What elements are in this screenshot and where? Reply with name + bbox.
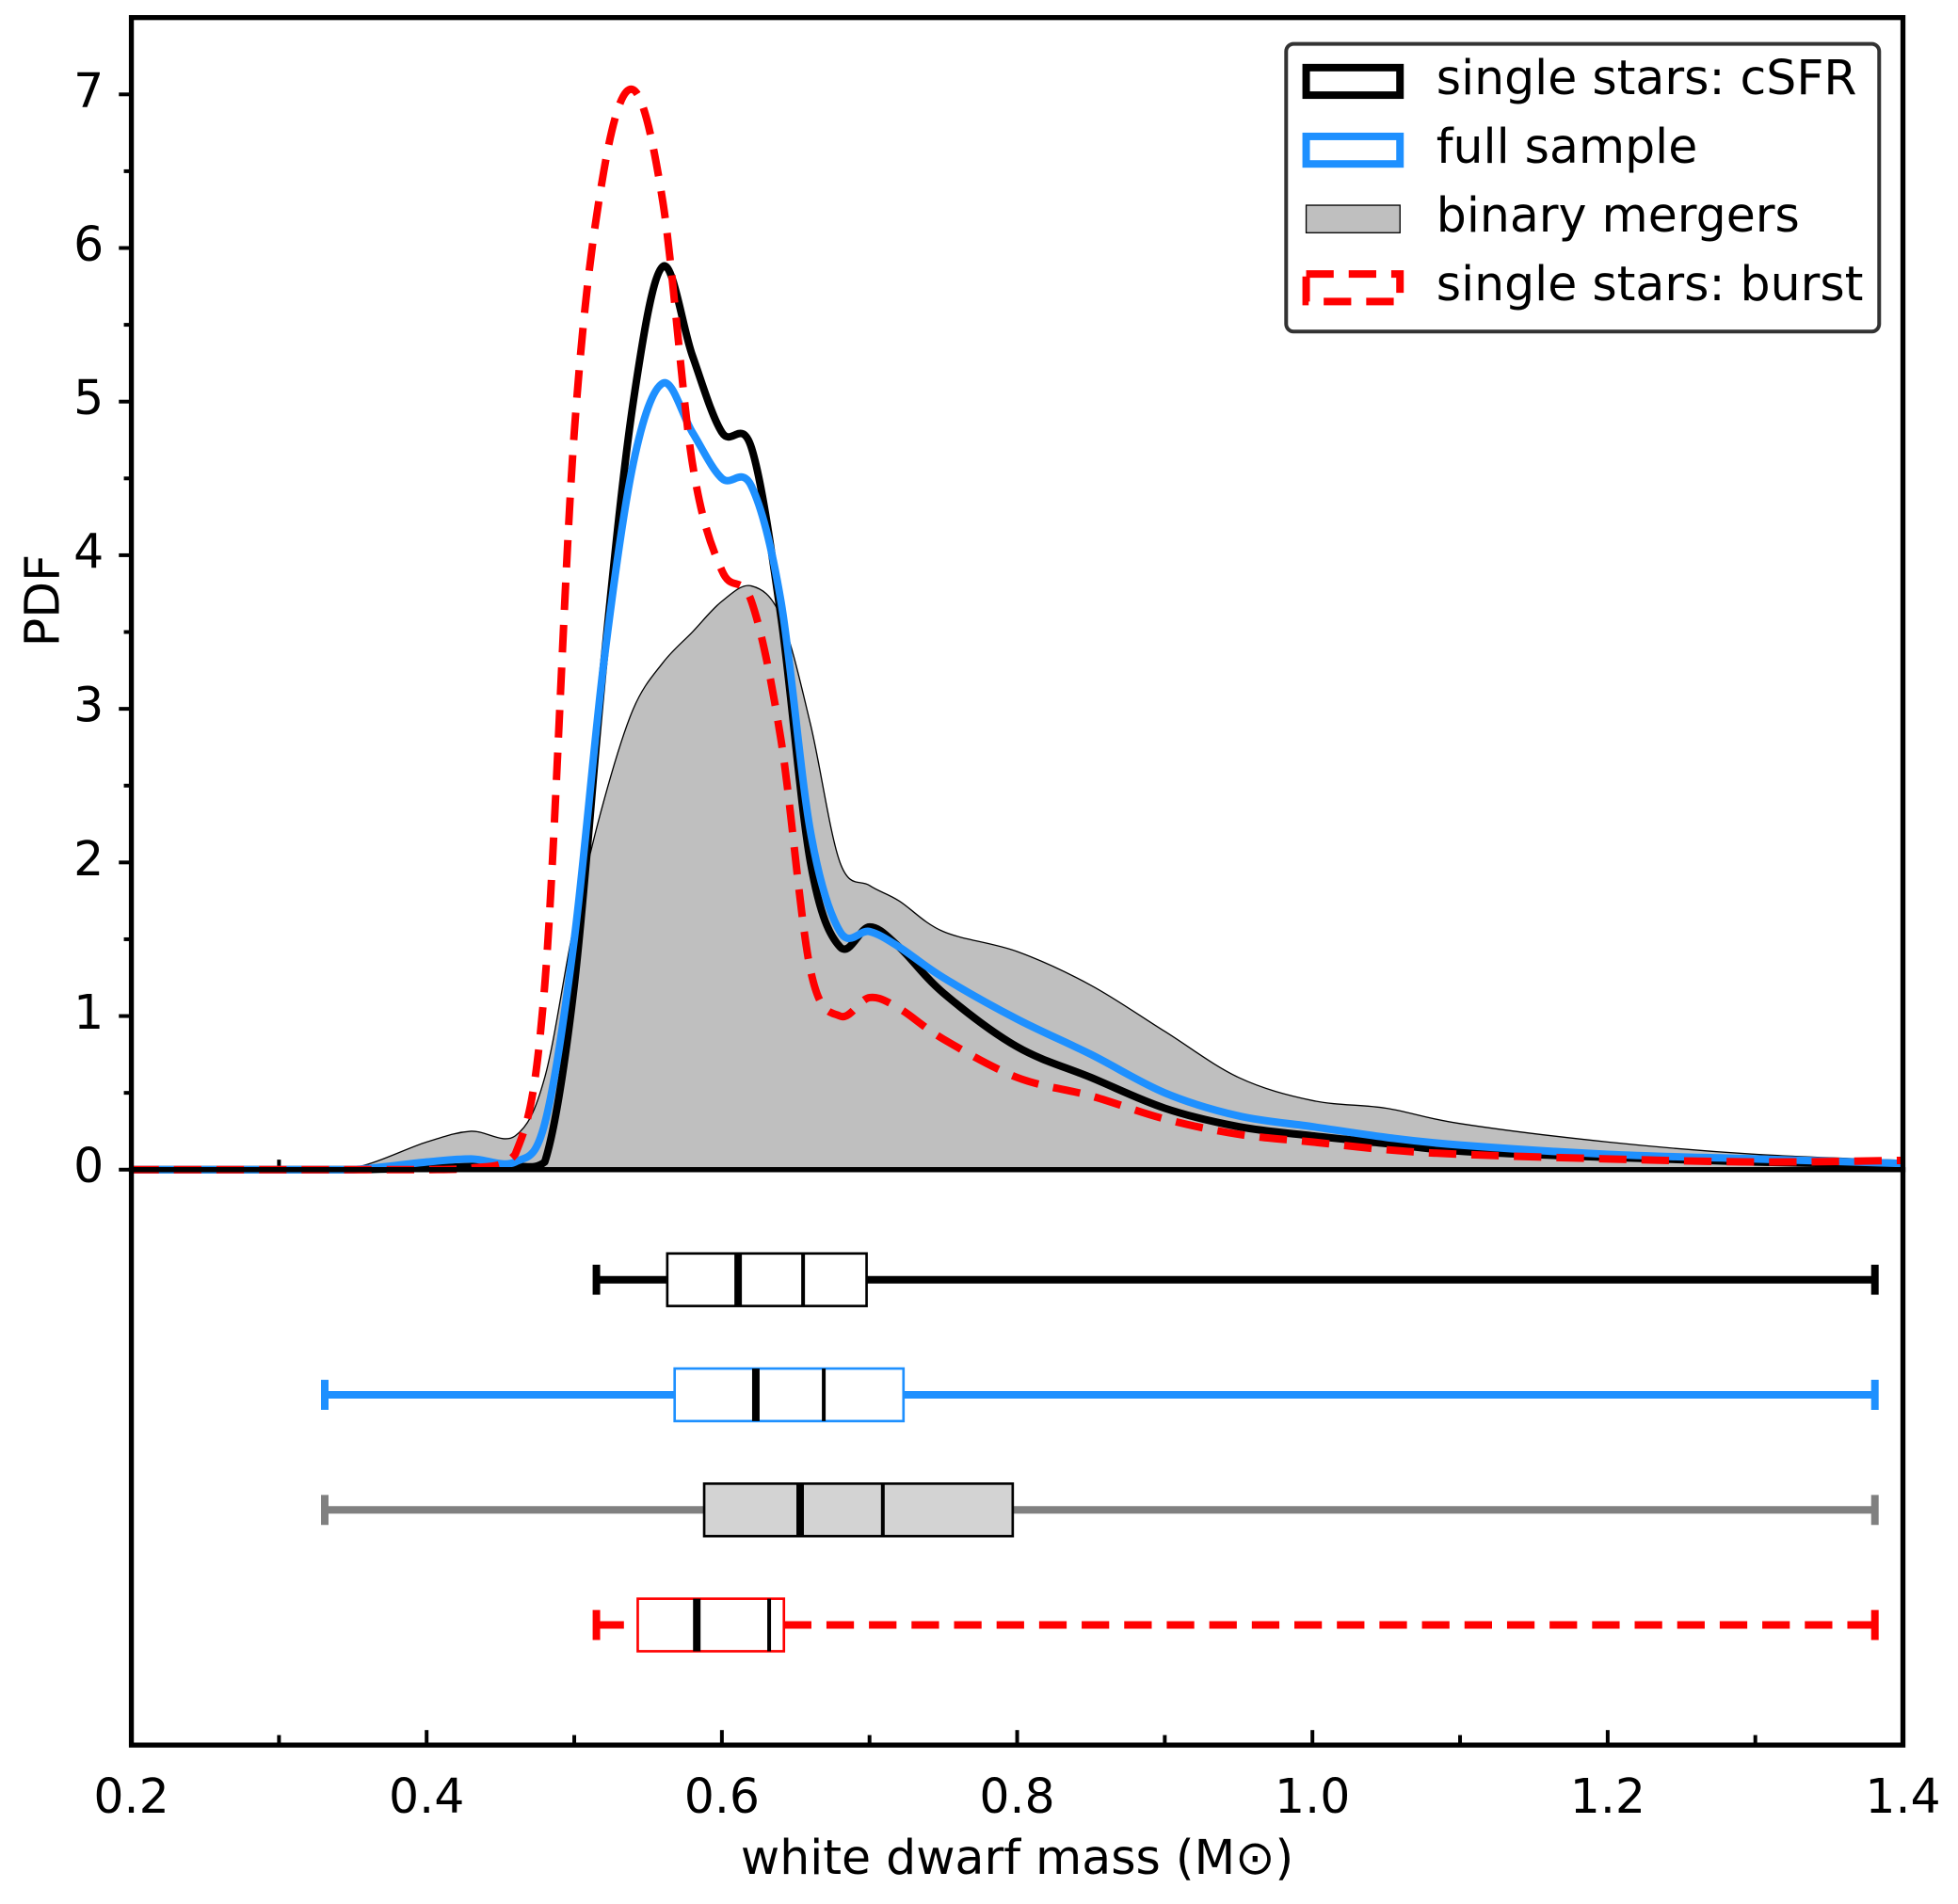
area	[131, 584, 1904, 1171]
y-tick-label: 0	[73, 1138, 104, 1193]
x-axis-label: white dwarf mass (M⊙)	[741, 1830, 1293, 1885]
legend-label: full sample	[1436, 119, 1698, 174]
box	[673, 1367, 906, 1423]
line	[131, 85, 1903, 1174]
legend-swatch	[1305, 204, 1401, 233]
plot-layer: 0 1 2 3 4 5 6 7 single stars: cSFR full sample bin…	[73, 41, 1941, 1824]
x-tick-label: 1.4	[1865, 1768, 1940, 1824]
y-tick-label: 4	[73, 523, 104, 579]
legend-label: binary mergers	[1436, 187, 1800, 243]
legend-swatch	[1302, 63, 1404, 100]
y-tick-label: 6	[73, 216, 104, 272]
x-tick-label: 0.6	[684, 1768, 760, 1824]
box	[666, 1252, 868, 1307]
y-tick-label: 7	[73, 63, 104, 119]
box	[636, 1597, 786, 1653]
x-tick-label: 0.2	[93, 1768, 169, 1824]
bottom-frame	[128, 1167, 1906, 1748]
x-tick-label: 0.4	[389, 1768, 464, 1824]
x-tick-label: 1.0	[1275, 1768, 1350, 1824]
legend-label: single stars: burst	[1436, 256, 1864, 312]
legend-swatch	[1302, 132, 1404, 168]
legend-label: single stars: cSFR	[1436, 50, 1857, 105]
x-tick-label: 1.2	[1570, 1768, 1645, 1824]
y-tick-label: 5	[73, 370, 104, 425]
line	[131, 378, 1903, 1174]
y-tick-label: 3	[73, 678, 104, 733]
legend: single stars: cSFR full sample binary merg…	[1284, 41, 1882, 334]
y-tick-label: 1	[73, 984, 104, 1040]
legend-frame	[1284, 41, 1882, 334]
box	[702, 1482, 1015, 1538]
x-tick-label: 0.8	[979, 1768, 1054, 1824]
y-axis-label: PDF	[15, 554, 71, 647]
y-tick-label: 2	[73, 831, 104, 887]
legend-swatch	[1302, 270, 1404, 306]
